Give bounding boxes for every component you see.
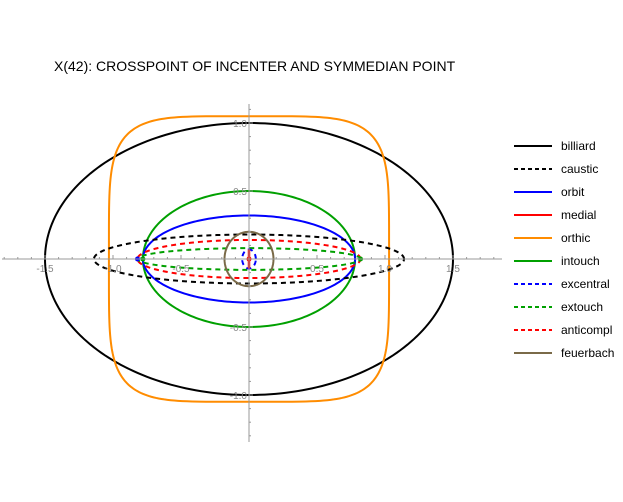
- series-caustic: [92, 233, 406, 285]
- x-tick-label: -0.5: [172, 264, 190, 275]
- legend-item-excentral: excentral: [514, 277, 610, 291]
- legend: billiard caustic orbit medial orthic intouch e…: [514, 139, 614, 360]
- legend-item-anticompl: anticompl: [514, 323, 612, 337]
- legend-label: intouch: [561, 254, 600, 268]
- legend-item-intouch: intouch: [514, 254, 600, 268]
- axes-group: -1.5 -1.0 -0.5 0.5 1.0 1.5 1.0 0.5 -0.5 -1.0: [2, 104, 502, 442]
- legend-label: extouch: [561, 300, 603, 314]
- legend-item-extouch: extouch: [514, 300, 603, 314]
- legend-item-billiard: billiard: [514, 139, 596, 153]
- y-tick-label: 0.5: [233, 187, 247, 198]
- y-tick-label: 1.0: [233, 119, 247, 130]
- y-tick-label: -1.0: [230, 391, 248, 402]
- x-tick-label: -1.5: [36, 264, 54, 275]
- legend-label: feuerbach: [561, 346, 614, 360]
- legend-item-medial: medial: [514, 208, 596, 222]
- chart-title: X(42): CROSSPOINT OF INCENTER AND SYMMED…: [54, 58, 456, 74]
- legend-label: orbit: [561, 185, 585, 199]
- legend-label: excentral: [561, 277, 610, 291]
- y-tick-label: -0.5: [230, 323, 248, 334]
- legend-item-orthic: orthic: [514, 231, 590, 245]
- x-tick-label: 1.0: [378, 264, 392, 275]
- legend-item-orbit: orbit: [514, 185, 585, 199]
- legend-label: anticompl: [561, 323, 612, 337]
- x-tick-label: 1.5: [446, 264, 460, 275]
- x-tick-label: -1.0: [104, 264, 122, 275]
- legend-label: medial: [561, 208, 596, 222]
- legend-label: caustic: [561, 162, 598, 176]
- legend-item-feuerbach: feuerbach: [514, 346, 614, 360]
- legend-label: billiard: [561, 139, 596, 153]
- legend-label: orthic: [561, 231, 590, 245]
- series-excentral: [241, 248, 257, 270]
- x-tick-label: 0.5: [310, 264, 324, 275]
- legend-item-caustic: caustic: [514, 162, 598, 176]
